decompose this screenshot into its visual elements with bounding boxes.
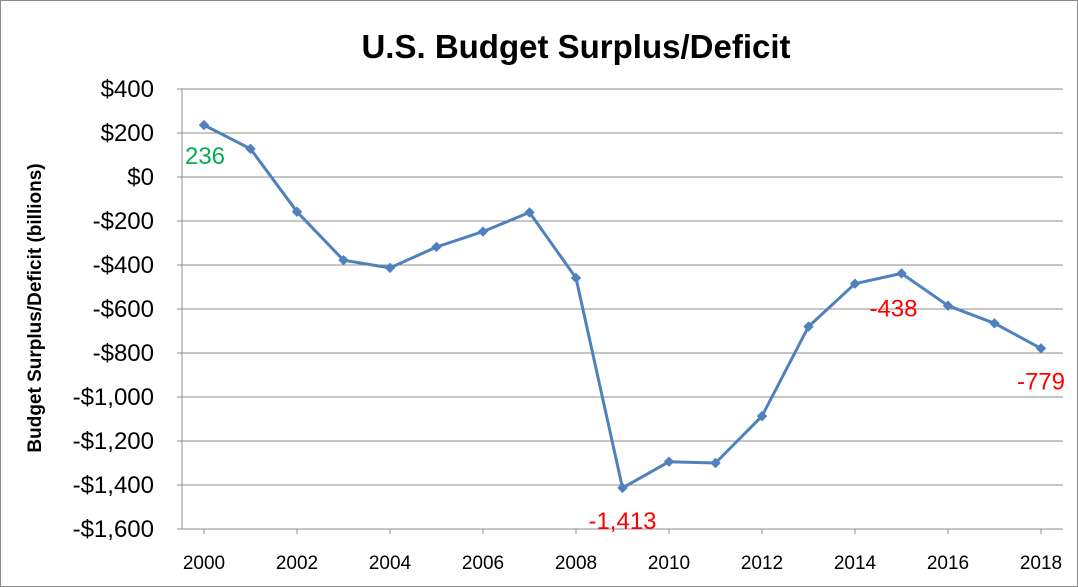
data-point-marker [849,278,861,289]
data-point-marker [245,143,256,155]
data-label: -779 [1017,368,1065,395]
y-tick-labels: $400 $200 $0 -$200 -$400 -$600 -$800 -$1,000 -$1… [73,76,154,543]
data-point-marker [803,321,814,332]
y-tick-label: -$1,200 [73,428,154,455]
y-tick-label: -$1,000 [73,384,154,411]
data-point-marker [570,272,582,284]
x-tick-label: 2010 [648,553,690,574]
x-tick-label: 2014 [834,553,877,574]
series-layer [198,119,1047,494]
chart-title: U.S. Budget Surplus/Deficit [361,28,790,65]
data-point-marker [384,262,396,274]
data-point-marker [291,206,303,217]
data-point-marker [942,300,954,311]
y-tick-label: -$400 [93,252,154,279]
x-tick-label: 2016 [927,553,969,574]
y-tick-label: -$1,600 [73,516,154,543]
data-point-marker [756,410,768,422]
y-tick-label: -$1,400 [73,472,154,499]
data-label: -438 [869,295,917,322]
annotations: 236 -1,413 -438 -779 [185,143,1065,535]
data-point-marker [431,241,442,253]
y-tick-label: $0 [127,164,154,191]
x-tick-label: 2008 [555,553,597,574]
y-tick-label: -$200 [93,208,154,235]
data-point-marker [1035,343,1047,354]
data-point-marker [338,254,349,266]
y-tick-label: -$600 [93,296,154,323]
y-tick-label: -$800 [93,340,154,367]
data-point-marker [663,456,675,467]
data-point-marker [617,482,628,494]
x-tick-labels: 2000 2002 2004 2006 2008 2010 2012 2014 2016 2018 [183,553,1062,574]
x-tick-label: 2000 [183,553,225,574]
data-point-marker [896,268,907,279]
data-point-marker [477,226,489,237]
x-tick-label: 2004 [369,553,412,574]
x-tick-label: 2012 [741,553,783,574]
x-tick-label: 2018 [1020,553,1062,574]
data-point-marker [198,119,210,131]
data-point-marker [524,207,535,218]
y-axis-title: Budget Surplus/Deficit (billions) [25,163,46,452]
gridlines [182,88,1063,530]
data-label: 236 [185,143,225,170]
x-tick-label: 2006 [462,553,504,574]
x-tick-label: 2002 [276,553,318,574]
y-tick-label: $400 [101,76,154,103]
data-label: -1,413 [588,508,656,535]
y-tick-label: $200 [101,120,154,147]
data-point-marker [710,457,721,469]
data-point-marker [989,318,1000,329]
axes [177,88,1063,534]
